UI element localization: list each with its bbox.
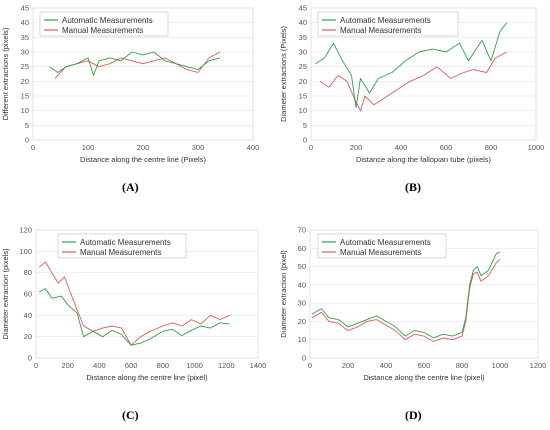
- x-tick-label: 0: [309, 143, 313, 152]
- y-tick-label: 60: [24, 290, 32, 299]
- x-tick-label: 1000: [492, 361, 509, 370]
- y-tick-label: 120: [19, 226, 32, 235]
- legend-label: Automatic Measurements: [340, 16, 431, 25]
- series-line-manual: [54, 51, 221, 79]
- x-tick-label: 800: [485, 143, 498, 152]
- y-tick-label: 35: [299, 33, 307, 42]
- legend-box: [57, 233, 187, 259]
- x-axis-label: Distance along the centre line (Pixels): [80, 155, 206, 164]
- y-tick-label: 80: [24, 268, 32, 277]
- legend-box: [39, 11, 169, 37]
- series-line-automatic: [49, 51, 221, 76]
- panel-label-b: (B): [405, 180, 421, 194]
- y-tick-label: 70: [298, 226, 306, 235]
- y-tick-label: 5: [303, 121, 307, 130]
- series-line-automatic: [38, 288, 230, 346]
- series-line-automatic: [311, 251, 501, 339]
- y-tick-label: 40: [299, 18, 307, 27]
- y-tick-label: 45: [21, 4, 29, 13]
- y-tick-label: 60: [298, 244, 306, 253]
- series-line-automatic: [315, 22, 508, 109]
- y-tick-label: 10: [21, 106, 29, 115]
- chart-b: 0 5 10 15 20 25 30 35 40 45 0 200 400 600 800 1000 Autom…: [279, 4, 545, 165]
- x-tick-label: 300: [192, 143, 205, 152]
- legend-label: Manual Measurements: [340, 248, 421, 257]
- x-axis-label: Distance along the fallopian tube (pixel…: [356, 155, 492, 164]
- y-axis-label: Diameter extractions (Pixels): [279, 26, 288, 122]
- y-tick-label: 25: [21, 62, 29, 71]
- legend-label: Automatic Measurements: [62, 16, 153, 25]
- y-tick-label: 0: [25, 136, 29, 145]
- x-axis-label: Distance along the centre line (pixel): [363, 373, 485, 382]
- legend-label: Manual Measurements: [80, 248, 161, 257]
- chart-d: 0 10 20 30 40 50 60 70 0 200 400 600 800 1000 1200 Auto…: [279, 226, 547, 383]
- x-axis-label: Distance along the centre line (pixel): [86, 373, 208, 382]
- y-tick-label: 40: [24, 311, 32, 320]
- x-tick-label: 200: [137, 143, 150, 152]
- legend-box: [317, 11, 459, 37]
- y-tick-label: 0: [303, 136, 307, 145]
- legend-label: Automatic Measurements: [80, 238, 171, 247]
- legend-box: [317, 233, 447, 259]
- y-tick-label: 0: [28, 354, 32, 363]
- y-axis-label: Diameter extraction (pixels): [1, 248, 10, 340]
- y-tick-label: 35: [21, 33, 29, 42]
- y-tick-label: 40: [21, 18, 29, 27]
- panel-label-d: (D): [405, 408, 422, 422]
- y-axis-label: Different extractions (pixels): [1, 27, 10, 120]
- x-tick-label: 400: [93, 361, 106, 370]
- series-line-manual: [311, 258, 501, 342]
- legend-label: Automatic Measurements: [340, 238, 431, 247]
- x-tick-label: 100: [82, 143, 95, 152]
- x-tick-label: 400: [395, 143, 408, 152]
- y-tick-label: 50: [298, 262, 306, 271]
- x-tick-label: 600: [440, 143, 453, 152]
- x-tick-label: 200: [61, 361, 74, 370]
- series-line-manual: [319, 51, 508, 112]
- y-tick-label: 15: [299, 92, 307, 101]
- legend-label: Manual Measurements: [62, 26, 143, 35]
- x-tick-label: 0: [31, 143, 35, 152]
- y-tick-label: 45: [299, 4, 307, 13]
- y-tick-label: 40: [298, 280, 306, 289]
- x-tick-label: 800: [456, 361, 469, 370]
- y-tick-label: 25: [299, 62, 307, 71]
- y-tick-label: 10: [298, 335, 306, 344]
- x-tick-label: 1400: [250, 361, 267, 370]
- y-tick-label: 0: [302, 354, 306, 363]
- x-tick-label: 400: [380, 361, 393, 370]
- y-tick-label: 100: [19, 247, 32, 256]
- x-tick-label: 0: [34, 361, 38, 370]
- x-tick-label: 800: [157, 361, 170, 370]
- x-tick-label: 200: [350, 143, 363, 152]
- y-axis-label: Diameter extraction (pixel): [279, 250, 288, 338]
- panel-label-c: (C): [122, 408, 139, 422]
- legend-label: Manual Measurements: [340, 26, 421, 35]
- x-tick-label: 400: [247, 143, 260, 152]
- y-tick-label: 20: [299, 77, 307, 86]
- y-tick-label: 15: [21, 92, 29, 101]
- y-tick-label: 20: [24, 332, 32, 341]
- x-tick-label: 600: [418, 361, 431, 370]
- chart-a: 0 5 10 15 20 25 30 35 40 45 0 100 200 300 400 Automatic…: [1, 4, 260, 165]
- x-tick-label: 1000: [186, 361, 203, 370]
- x-tick-label: 200: [342, 361, 355, 370]
- y-tick-label: 30: [299, 48, 307, 57]
- series-line-manual: [38, 261, 230, 346]
- x-tick-label: 1200: [218, 361, 235, 370]
- y-tick-label: 20: [21, 77, 29, 86]
- x-tick-label: 600: [125, 361, 138, 370]
- y-tick-label: 20: [298, 317, 306, 326]
- y-tick-label: 30: [298, 299, 306, 308]
- x-tick-label: 1200: [530, 361, 547, 370]
- x-tick-label: 0: [308, 361, 312, 370]
- y-tick-label: 30: [21, 48, 29, 57]
- panel-label-a: (A): [122, 180, 139, 194]
- x-tick-label: 1000: [528, 143, 545, 152]
- y-tick-label: 10: [299, 106, 307, 115]
- y-tick-label: 5: [25, 121, 29, 130]
